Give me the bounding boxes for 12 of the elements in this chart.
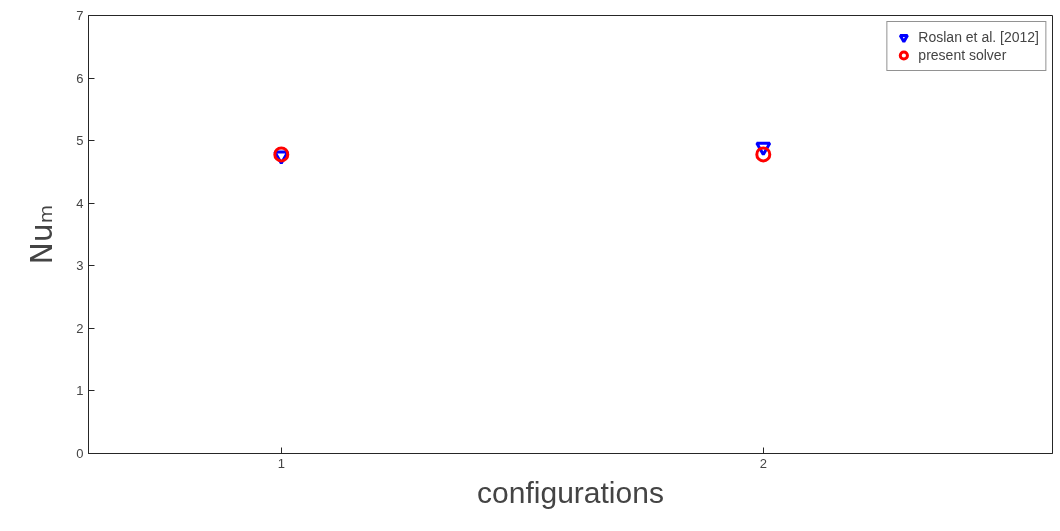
y-tick-label: 2 [76, 320, 84, 336]
y-axis-title: Nuₘ [24, 204, 60, 265]
x-axis-title: configurations [477, 475, 664, 509]
legend-label: present solver [918, 46, 1007, 64]
y-tick-label: 0 [76, 446, 84, 461]
y-tick-label: 3 [76, 258, 84, 274]
y-tick-label: 1 [76, 383, 84, 399]
y-tick-label: 4 [76, 195, 84, 211]
y-tick-label: 7 [76, 8, 84, 23]
y-tick-label: 5 [76, 133, 84, 149]
legend-label: Roslan et al. [2012] [918, 28, 1039, 46]
y-tick-label: 6 [76, 70, 84, 86]
